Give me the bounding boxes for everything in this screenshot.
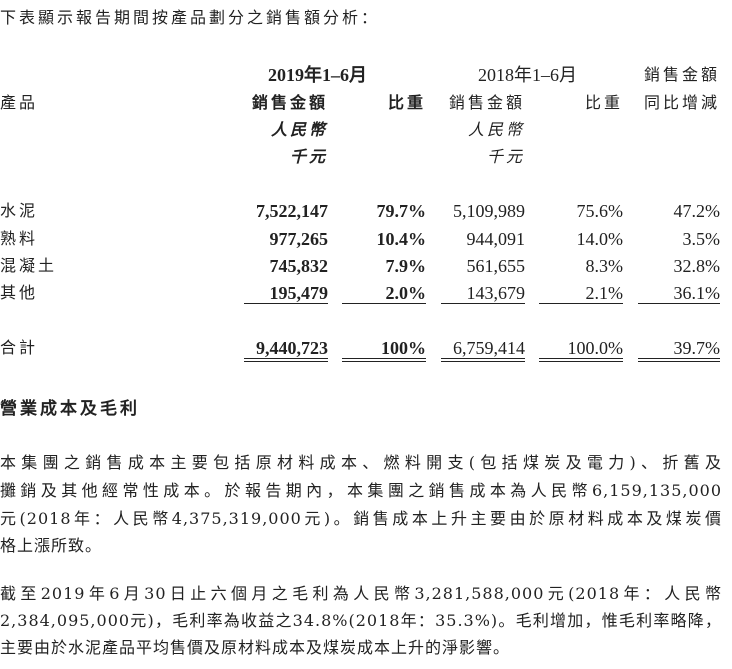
total-share-2019: 100% (342, 338, 426, 362)
header-currency-2019: 人民幣 (270, 120, 328, 139)
cell-share-2019: 2.0% (342, 283, 426, 304)
product-name: 熟料 (0, 229, 39, 248)
paragraph-line: 截至2019年6月30日止六個月之毛利為人民幣3,281,588,000元(20… (0, 584, 722, 603)
cell-yoy: 32.8% (673, 256, 721, 276)
header-yoy-line1: 銷售金額 (643, 65, 720, 84)
cell-sales-2019: 195,479 (244, 283, 328, 304)
cell-sales-2019: 977,265 (269, 229, 329, 249)
header-product: 產品 (0, 93, 39, 112)
total-label: 合計 (0, 338, 39, 357)
intro-text: 下表顯示報告期間按產品劃分之銷售額分析： (0, 8, 381, 27)
header-share-2018: 比重 (584, 93, 623, 112)
paragraph-line: 攤銷及其他經常性成本。於報告期內，本集團之銷售成本為人民幣6,159,135,0… (0, 481, 722, 500)
header-yoy-line2: 同比增減 (643, 93, 720, 112)
cell-share-2019: 10.4% (376, 229, 427, 249)
cell-share-2018: 8.3% (585, 256, 624, 276)
cell-sales-2019: 745,832 (269, 256, 329, 276)
header-currency-2018: 人民幣 (467, 120, 525, 139)
paragraph-line: 主要由於水泥產品平均售價及原材料成本及煤炭成本上升的淨影響。 (0, 638, 511, 657)
header-sales-2018: 銷售金額 (448, 93, 525, 112)
paragraph-line: 元(2018年：人民幣4,375,319,000元)。銷售成本上升主要由於原材料… (0, 509, 722, 528)
cell-share-2019: 79.7% (376, 201, 427, 221)
total-share-2018: 100.0% (539, 338, 623, 362)
cell-sales-2018: 5,109,989 (453, 201, 525, 221)
product-name: 水泥 (0, 201, 39, 220)
cell-yoy: 47.2% (673, 201, 721, 221)
section-heading: 營業成本及毛利 (0, 399, 140, 419)
cell-sales-2018: 944,091 (466, 229, 526, 249)
cell-sales-2018: 143,679 (441, 283, 525, 304)
cell-sales-2018: 561,655 (466, 256, 526, 276)
paragraph-line: 格上漲所致。 (0, 536, 103, 555)
cell-share-2018: 2.1% (539, 283, 623, 304)
product-name: 其他 (0, 283, 39, 302)
header-period-2018: 2018年1–6月 (478, 65, 577, 85)
total-sales-2019: 9,440,723 (244, 338, 328, 362)
total-yoy: 39.7% (638, 338, 720, 362)
cell-share-2019: 7.9% (385, 256, 427, 276)
product-name: 混凝土 (0, 256, 58, 275)
cell-share-2018: 14.0% (576, 229, 624, 249)
cell-share-2018: 75.6% (576, 201, 624, 221)
total-sales-2018: 6,759,414 (441, 338, 525, 362)
cell-yoy: 3.5% (682, 229, 721, 249)
header-sales-2019: 銷售金額 (251, 93, 328, 112)
cell-yoy: 36.1% (638, 283, 720, 304)
paragraph-line: 2,384,095,000元)，毛利率為收益之34.8%(2018年：35.3%… (0, 611, 722, 630)
paragraph-line: 本集團之銷售成本主要包括原材料成本、燃料開支(包括煤炭及電力)、折舊及 (0, 453, 722, 472)
header-unit-2018: 千元 (486, 147, 525, 166)
header-share-2019: 比重 (387, 93, 426, 112)
header-unit-2019: 千元 (289, 147, 328, 166)
cell-sales-2019: 7,522,147 (256, 201, 328, 221)
header-period-2019: 2019年1–6月 (268, 65, 367, 85)
